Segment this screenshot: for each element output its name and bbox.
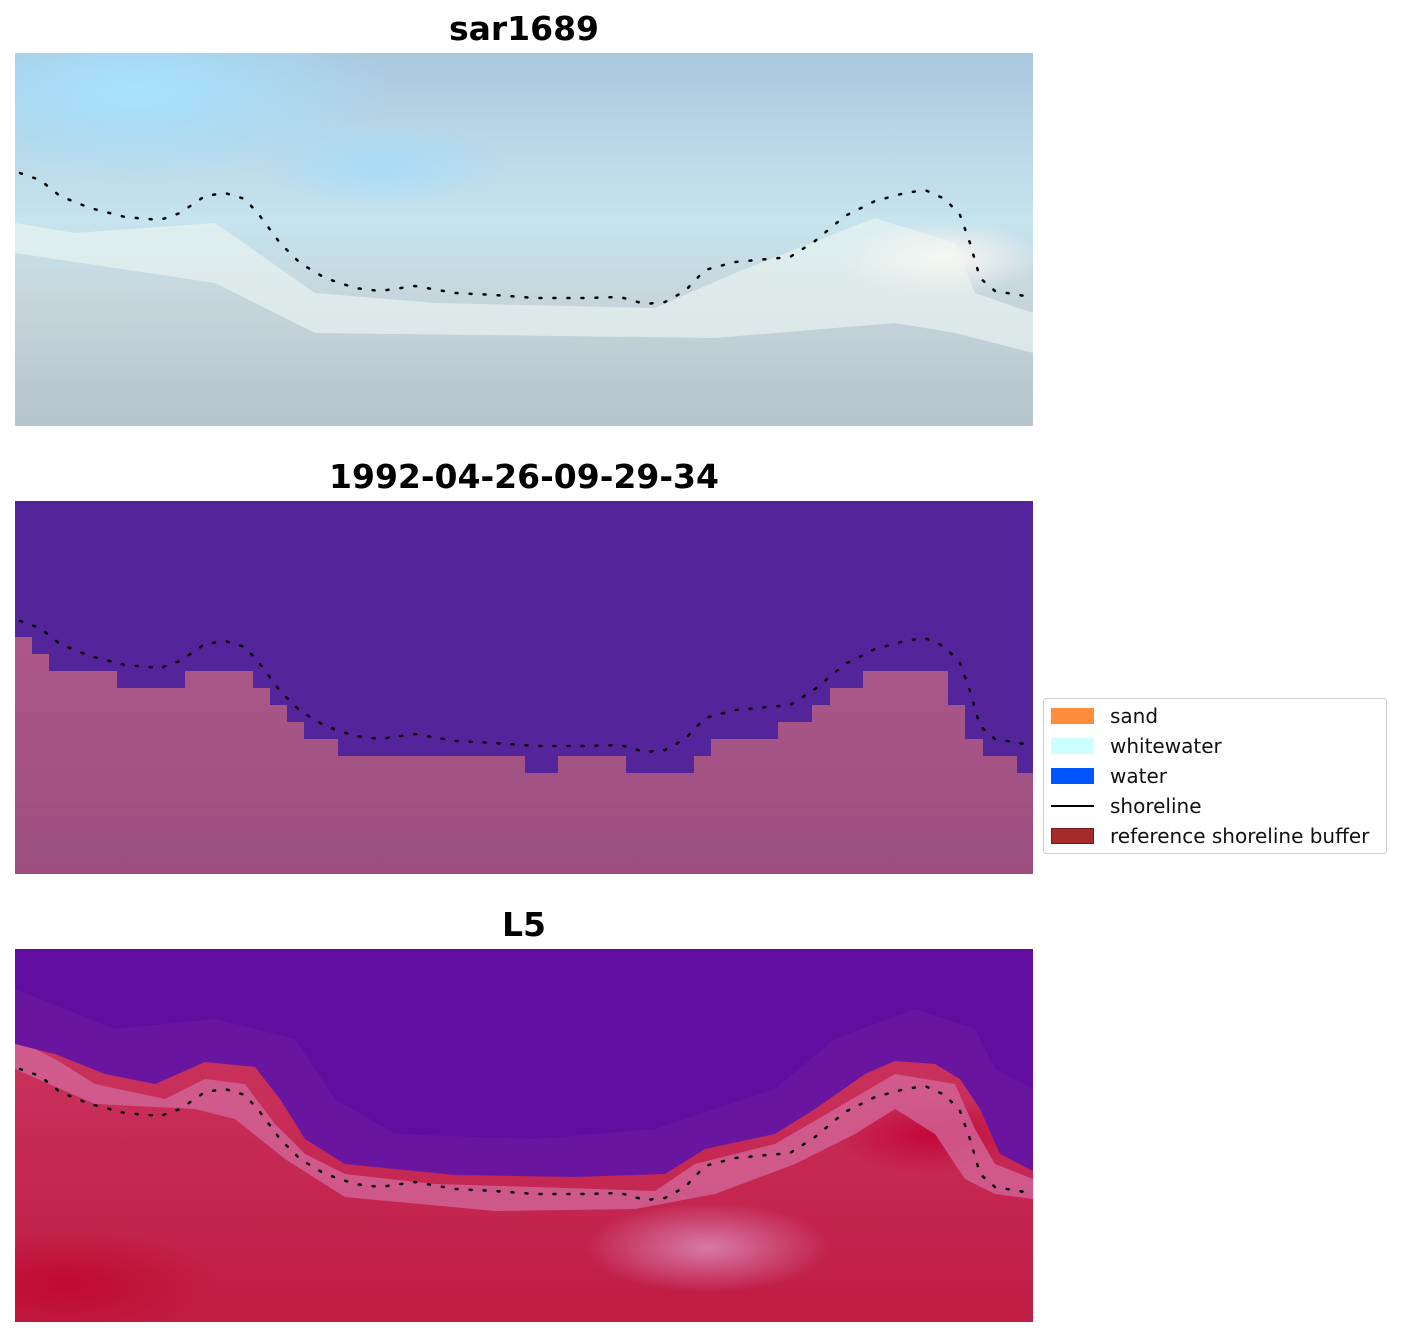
legend-item-shoreline: shoreline [1051, 793, 1202, 819]
legend-label-sand: sand [1110, 704, 1159, 728]
legend-item-water: water [1051, 763, 1167, 789]
legend-label-whitewater: whitewater [1110, 734, 1222, 758]
shoreline-line-icon [1051, 805, 1094, 807]
water-swatch-icon [1051, 768, 1094, 784]
legend-label-water: water [1110, 764, 1167, 788]
panel-title-classified: 1992-04-26-09-29-34 [329, 457, 719, 496]
legend-item-reference-buffer: reference shoreline buffer [1051, 823, 1369, 849]
panel-title-index: L5 [502, 905, 546, 944]
reference-buffer-swatch-icon [1051, 828, 1094, 844]
legend-item-whitewater: whitewater [1051, 733, 1222, 759]
sand-swatch-icon [1051, 708, 1094, 724]
legend-item-sand: sand [1051, 703, 1158, 729]
legend-label-reference-buffer: reference shoreline buffer [1110, 824, 1370, 848]
whitewater-swatch-icon [1051, 738, 1094, 754]
legend: sand whitewater water shoreline referenc… [1043, 698, 1387, 854]
legend-label-shoreline: shoreline [1110, 794, 1202, 818]
panel-title-rgb: sar1689 [448, 9, 600, 48]
classified-image [15, 501, 1033, 874]
rgb-satellite-image [15, 53, 1033, 426]
index-image [15, 949, 1033, 1322]
